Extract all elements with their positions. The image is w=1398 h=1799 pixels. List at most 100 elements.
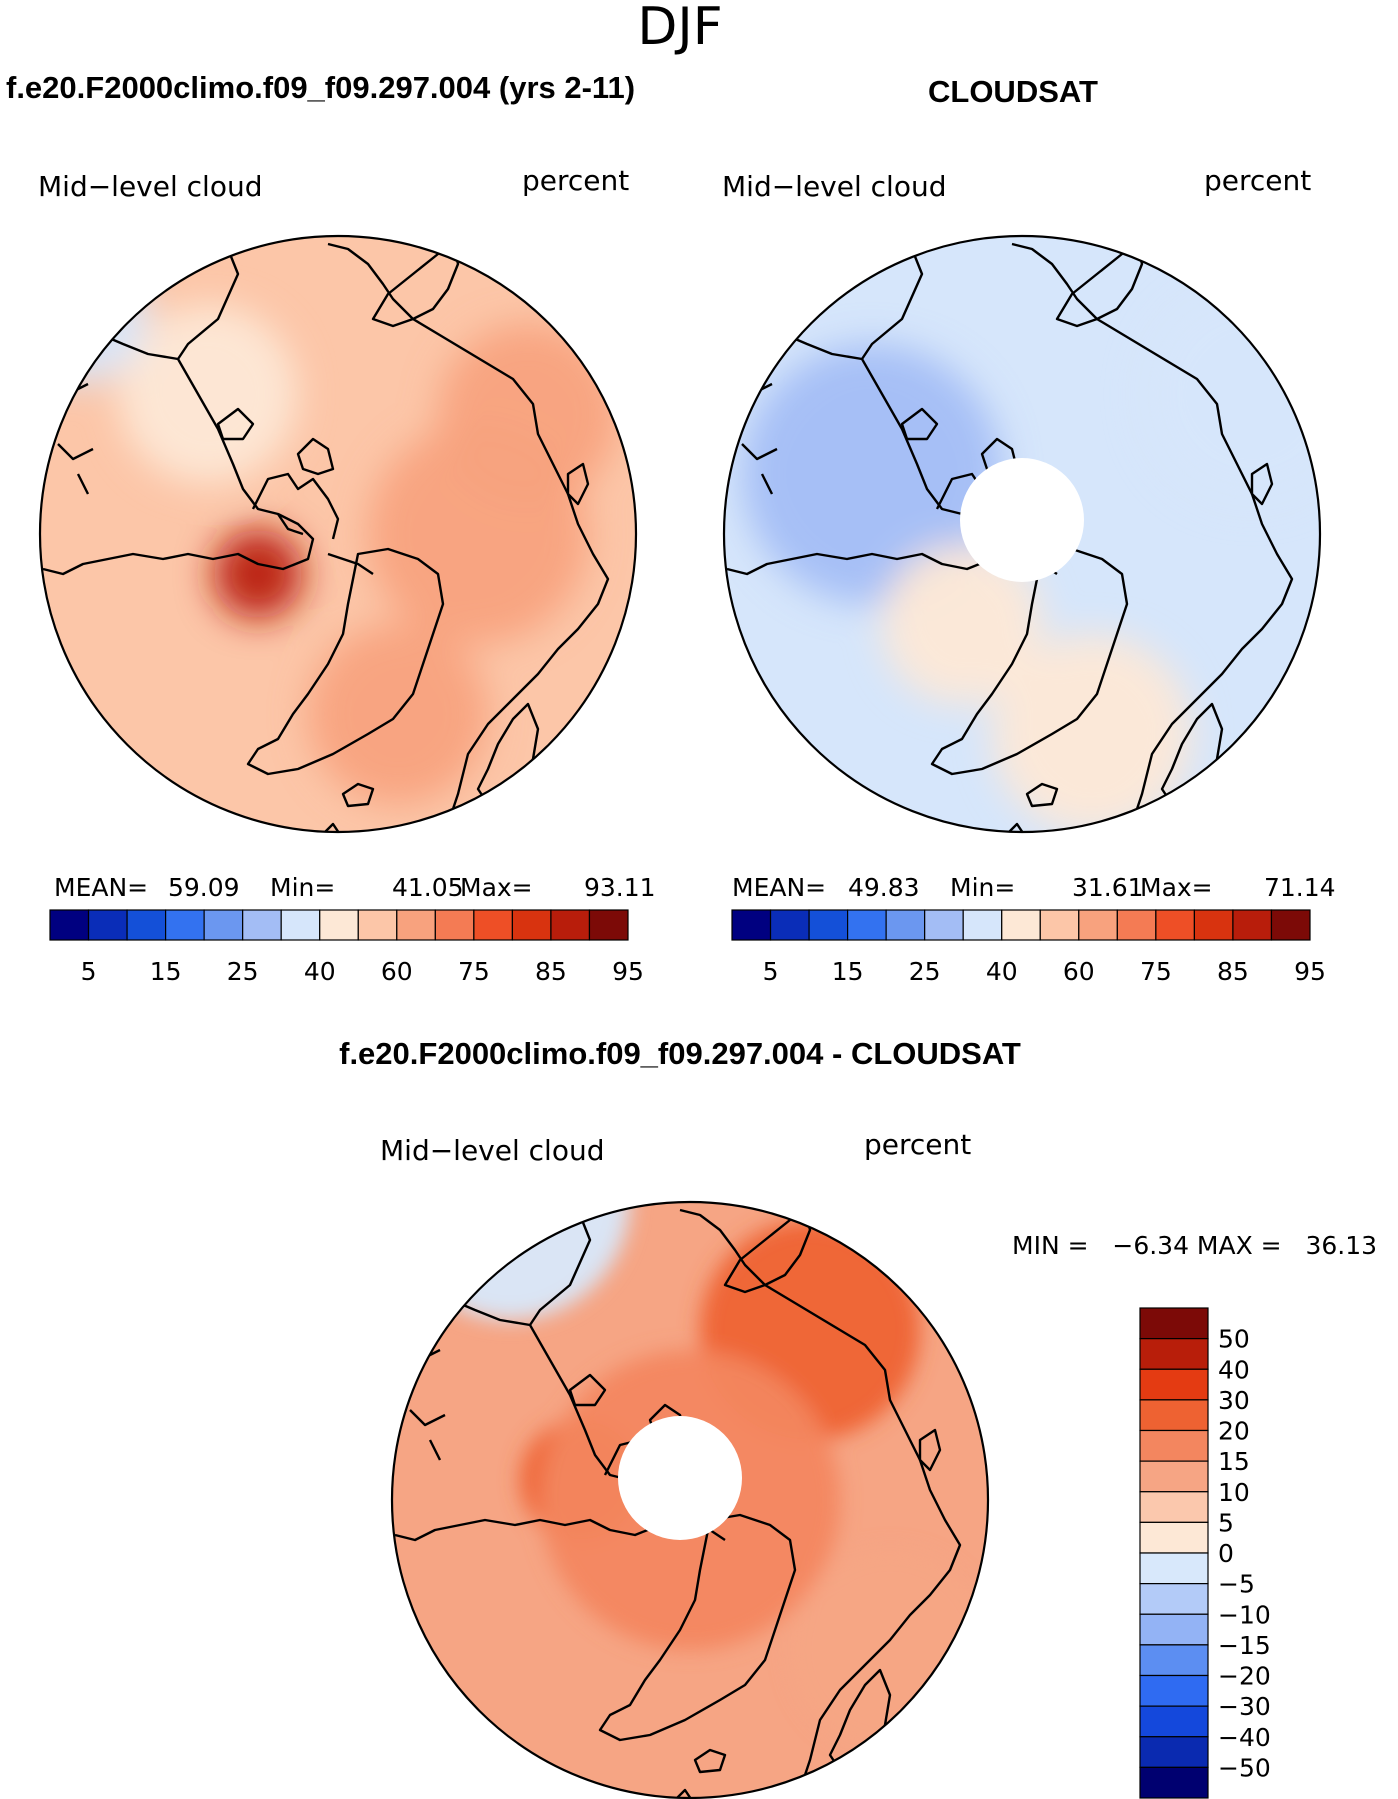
colorbar-swatch	[962, 909, 1003, 941]
colorbar-tick-label: 20	[1218, 1417, 1250, 1446]
colorbar-swatch	[1139, 1674, 1209, 1707]
colorbar-tick-label: 25	[909, 957, 941, 986]
colorbar-swatch	[49, 909, 90, 941]
colorbar-tick-label: 25	[227, 957, 259, 986]
colorbar-swatch	[924, 909, 964, 941]
model-units-label: percent	[522, 164, 629, 197]
colorbar-swatch	[1039, 909, 1080, 941]
model-colorbar: 5 15 25 40 60 75 85 95	[49, 909, 644, 986]
colorbar-swatch	[280, 909, 321, 941]
colorbar-swatch	[357, 909, 398, 941]
colorbar-swatch	[1139, 1613, 1209, 1646]
obs-case-title: CLOUDSAT	[928, 74, 1098, 109]
colorbar-swatch	[1139, 1307, 1209, 1340]
colorbar-swatch	[203, 909, 244, 941]
colorbar-tick-label: −5	[1218, 1570, 1255, 1599]
model-case-title: f.e20.F2000climo.f09_f09.297.004 (yrs 2-…	[6, 70, 635, 105]
colorbar-swatch	[165, 909, 205, 941]
colorbar-swatch	[1139, 1399, 1209, 1432]
colorbar-tick-label: 95	[1294, 957, 1326, 986]
field-blob	[118, 304, 298, 484]
obs-variable-label: Mid−level cloud	[722, 170, 946, 203]
colorbar-swatch	[1139, 1491, 1209, 1523]
colorbar-swatch	[1155, 909, 1196, 941]
colorbar-swatch	[434, 909, 475, 941]
obs-units-label: percent	[1204, 164, 1311, 197]
season-title: DJF	[637, 0, 722, 57]
colorbar-swatch	[1139, 1368, 1209, 1401]
colorbar-tick-label: 5	[1218, 1508, 1234, 1537]
colorbar-tick-label: −30	[1218, 1692, 1271, 1721]
diff-units-label: percent	[864, 1128, 971, 1161]
field-blob	[392, 1202, 630, 1320]
colorbar-swatch	[1139, 1583, 1209, 1615]
colorbar-swatch	[1001, 909, 1041, 941]
field-blob	[368, 424, 588, 644]
colorbar-tick-label: 15	[1218, 1447, 1250, 1476]
field-blob	[992, 634, 1192, 832]
colorbar-tick-label: 30	[1218, 1386, 1250, 1415]
colorbar-tick-label: 5	[763, 957, 779, 986]
colorbar-swatch	[1139, 1552, 1209, 1585]
field-blob	[40, 244, 148, 384]
model-globe-rim	[38, 234, 638, 834]
colorbar-swatch	[1232, 909, 1273, 941]
colorbar-swatch	[1078, 909, 1118, 941]
obs-mean-value: 49.83	[848, 873, 920, 902]
colorbar-tick-label: 85	[535, 957, 567, 986]
field-blob	[742, 344, 1002, 604]
model-map	[40, 236, 636, 832]
colorbar-swatch	[126, 909, 167, 941]
colorbar-swatch	[1139, 1429, 1209, 1462]
colorbar-swatch	[550, 909, 591, 941]
obs-mean-label: MEAN=	[732, 873, 826, 902]
colorbar-swatch	[1193, 909, 1234, 941]
obs-stats: MEAN= 49.83 Min= 31.61 Max= 71.14	[732, 873, 1336, 902]
model-max-label: Max=	[460, 873, 533, 902]
colorbar-swatch	[1116, 909, 1157, 941]
colorbar-tick-label: 50	[1218, 1325, 1250, 1354]
colorbar-swatch	[319, 909, 359, 941]
diff-minmax-text: MIN = −6.34 MAX = 36.13	[1012, 1231, 1377, 1260]
colorbar-tick-label: 60	[381, 957, 413, 986]
obs-max-label: Max=	[1140, 873, 1213, 902]
colorbar-tick-label: 10	[1218, 1478, 1250, 1507]
colorbar-tick-label: 95	[612, 957, 644, 986]
colorbar-tick-label: 60	[1063, 957, 1095, 986]
colorbar-tick-label: −10	[1218, 1600, 1271, 1629]
colorbar-tick-label: 5	[81, 957, 97, 986]
colorbar-tick-label: −50	[1218, 1753, 1271, 1782]
colorbar-swatch	[511, 909, 552, 941]
obs-max-value: 71.14	[1264, 873, 1336, 902]
colorbar-swatch	[473, 909, 514, 941]
colorbar-tick-label: 0	[1218, 1539, 1234, 1568]
colorbar-tick-label: 85	[1217, 957, 1249, 986]
colorbar-tick-label: 40	[986, 957, 1018, 986]
obs-globe-rim	[722, 234, 1322, 834]
colorbar-swatch	[1139, 1460, 1209, 1493]
colorbar-tick-label: 40	[304, 957, 336, 986]
colorbar-tick-label: 75	[458, 957, 490, 986]
colorbar-swatch	[1139, 1705, 1209, 1738]
panel-model: f.e20.F2000climo.f09_f09.297.004 (yrs 2-…	[6, 70, 656, 986]
diff-globe-rim	[390, 1200, 990, 1799]
colorbar-swatch	[588, 909, 629, 941]
model-variable-label: Mid−level cloud	[38, 170, 262, 203]
diff-polar-hole	[618, 1416, 742, 1540]
colorbar-swatch	[885, 909, 926, 941]
field-blob	[1142, 284, 1320, 504]
colorbar-swatch	[1139, 1736, 1209, 1768]
model-min-value: 41.05	[392, 873, 464, 902]
obs-polar-hole	[960, 458, 1084, 582]
colorbar-swatch	[1139, 1338, 1209, 1370]
colorbar-swatch	[769, 909, 810, 941]
obs-min-label: Min=	[950, 873, 1015, 902]
diff-case-title: f.e20.F2000climo.f09_f09.297.004 - CLOUD…	[339, 1036, 1021, 1071]
field-blob	[213, 529, 303, 619]
diff-map	[392, 1202, 988, 1798]
panel-obs: CLOUDSAT Mid−level cloud percent MEAN= 4…	[722, 74, 1336, 986]
model-mean-label: MEAN=	[54, 873, 148, 902]
colorbar-swatch	[1139, 1766, 1209, 1799]
